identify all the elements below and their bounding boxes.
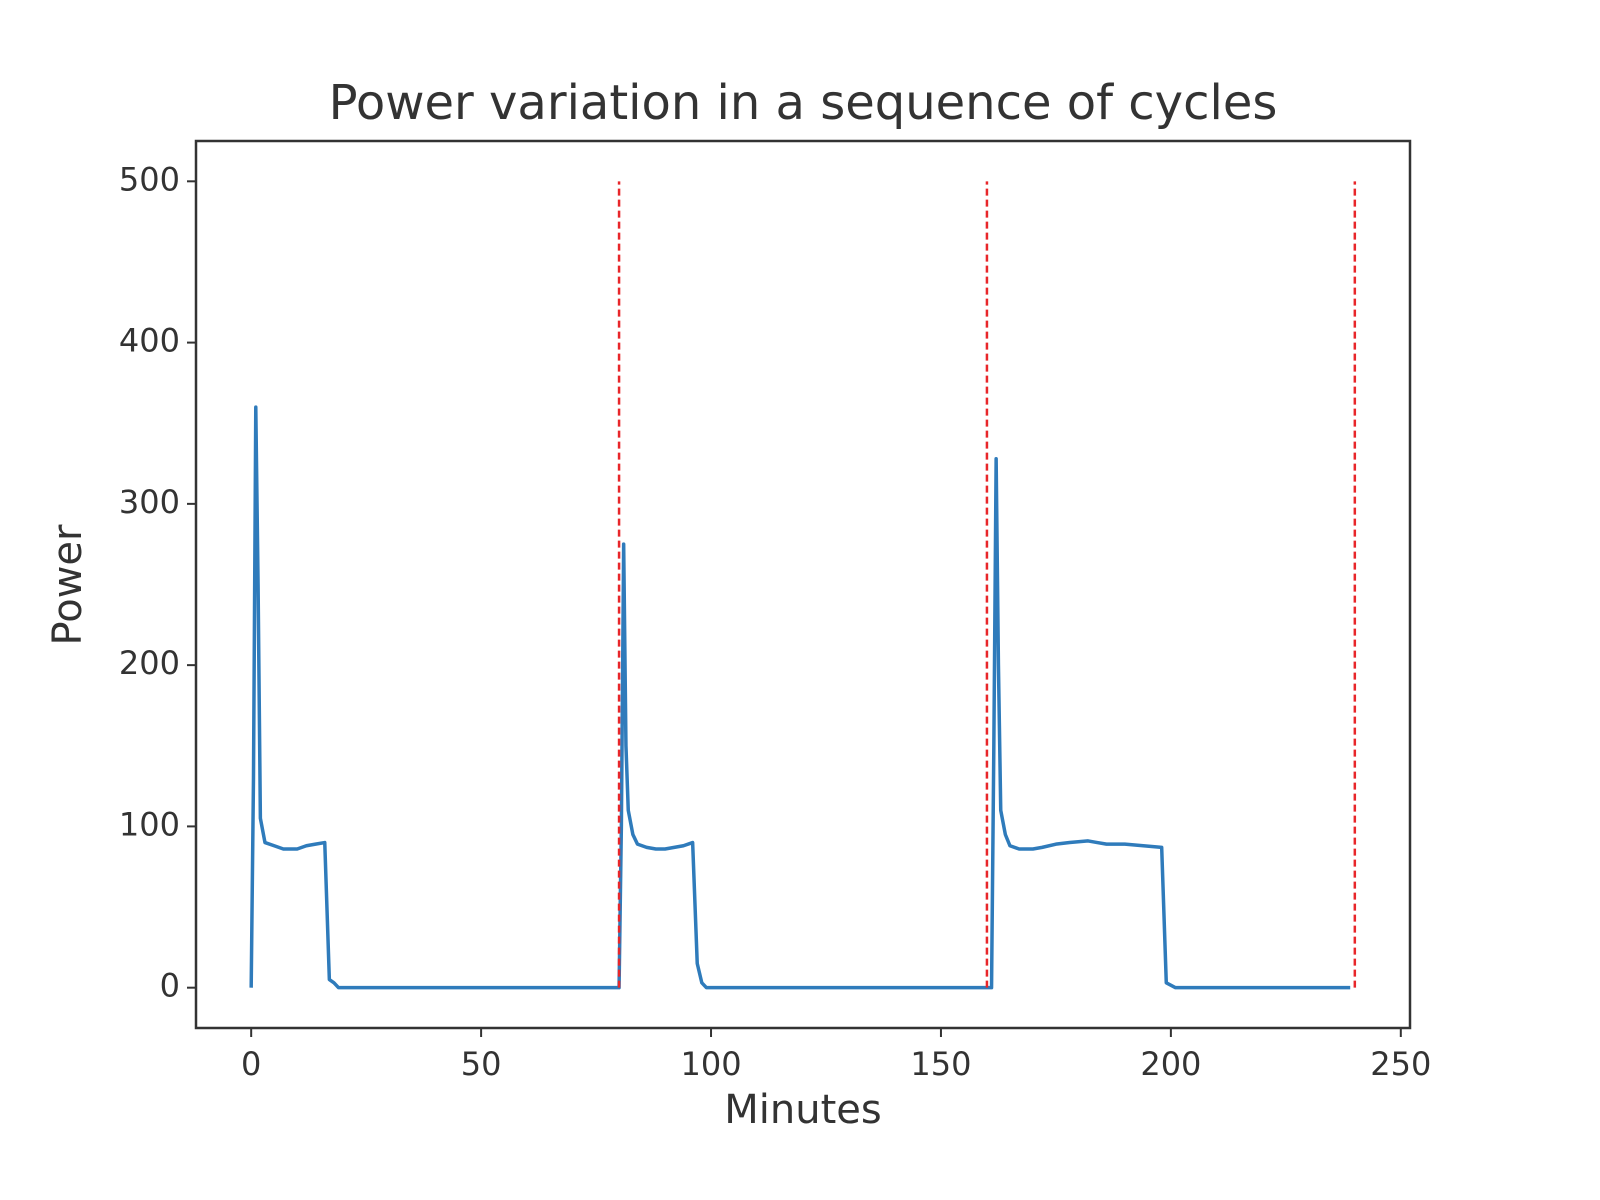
x-tick-label: 0 (241, 1045, 261, 1083)
y-axis-label: Power (45, 524, 91, 645)
x-tick-label: 200 (1140, 1045, 1201, 1083)
x-tick-label: 150 (910, 1045, 971, 1083)
y-tick-label: 500 (119, 160, 180, 198)
y-tick-label: 300 (119, 483, 180, 521)
chart-title: Power variation in a sequence of cycles (329, 75, 1278, 131)
y-tick-label: 400 (119, 322, 180, 360)
y-tick-label: 0 (160, 967, 180, 1005)
x-axis-label: Minutes (724, 1087, 881, 1133)
y-tick-label: 100 (119, 805, 180, 843)
x-tick-label: 50 (461, 1045, 502, 1083)
x-tick-label: 250 (1370, 1045, 1431, 1083)
data-line (249, 405, 1351, 990)
y-tick-label: 200 (119, 644, 180, 682)
plot-frame (194, 139, 1412, 1030)
x-tick-label: 100 (680, 1045, 741, 1083)
